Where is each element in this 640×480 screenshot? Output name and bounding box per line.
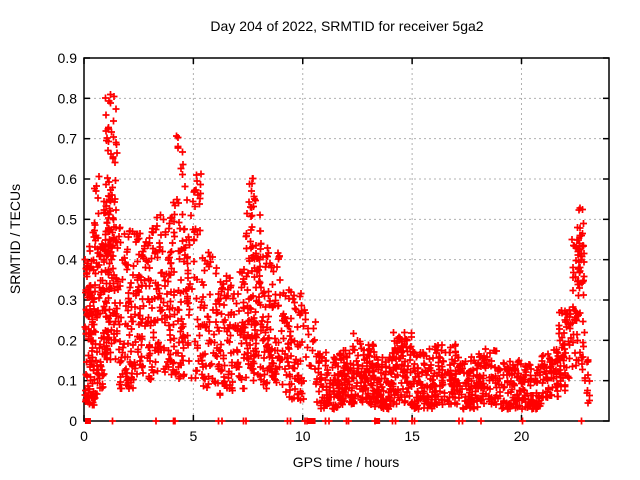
data-points: [81, 91, 593, 425]
y-tick-label: 0.9: [58, 50, 78, 66]
y-tick-label: 0.2: [58, 332, 78, 348]
y-tick-label: 0.1: [58, 373, 78, 389]
x-tick-label: 10: [295, 428, 311, 444]
x-axis-label: GPS time / hours: [293, 454, 400, 470]
y-tick-label: 0.7: [58, 131, 78, 147]
baseline-square-marker: [309, 418, 316, 424]
x-tick-label: 5: [189, 428, 197, 444]
y-axis-label: SRMTID / TECUs: [7, 184, 23, 294]
y-tick-label: 0.6: [58, 171, 78, 187]
x-tick-label: 0: [80, 428, 88, 444]
scatter-points: [81, 91, 593, 425]
y-tick-label: 0: [69, 413, 77, 429]
baseline-square-marker: [84, 418, 91, 424]
x-tick-label: 15: [404, 428, 420, 444]
y-tick-label: 0.3: [58, 292, 78, 308]
y-tick-label: 0.5: [58, 211, 78, 227]
chart-title: Day 204 of 2022, SRMTID for receiver 5ga…: [210, 18, 483, 34]
x-tick-label: 20: [514, 428, 530, 444]
y-tick-label: 0.8: [58, 90, 78, 106]
y-tick-label: 0.4: [58, 252, 78, 268]
tick-labels: 0 5 10 15 20 0 0.1 0.2 0.3 0.4 0.5 0.6 0.7 0.8 0.9: [58, 50, 530, 444]
baseline-square-marker: [374, 418, 381, 424]
